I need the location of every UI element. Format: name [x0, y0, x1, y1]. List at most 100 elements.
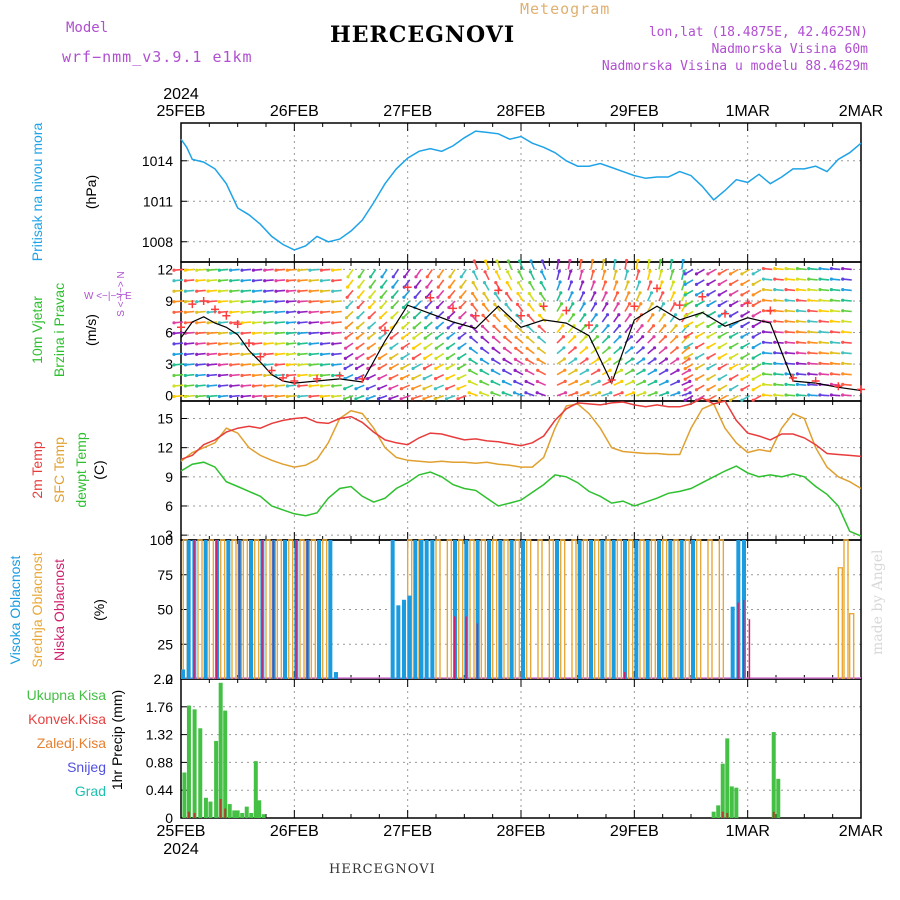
high-cloud-bar	[181, 669, 185, 679]
wind-arrow-head	[217, 310, 221, 314]
wind-arrow-head	[414, 285, 418, 289]
wind-arrow-head	[514, 335, 518, 339]
wind-arrow-head	[740, 314, 744, 318]
wind-arrow-head	[354, 377, 358, 381]
wind-arrow-head	[380, 285, 384, 289]
wind-arrow-head	[411, 387, 415, 391]
wind-arrow-head	[401, 316, 405, 320]
wind-arrow-head	[263, 373, 267, 378]
high-cloud-bar	[487, 540, 491, 679]
wind-arrow-head	[501, 391, 505, 395]
wind-arrow-head	[319, 310, 323, 314]
precip-legend-item: Grad	[75, 783, 106, 799]
pressure-axis-unit: (hPa)	[83, 175, 99, 209]
y-tick-label: 9	[165, 469, 173, 485]
wind-arrow-head	[751, 314, 755, 318]
wind-arrow-head	[773, 372, 777, 376]
wind-arrow-head	[563, 379, 567, 383]
wind-arrow-head	[195, 331, 199, 335]
precip-conv-bar	[721, 811, 724, 818]
wind-arrow-head	[538, 313, 542, 317]
wind-arrow-head	[435, 326, 439, 330]
wind-arrow-head	[717, 377, 721, 381]
precip-legend-item: Zaledj.Kisa	[37, 735, 106, 751]
wind-arrow-head	[818, 340, 822, 344]
wind-arrow-head	[263, 331, 267, 335]
precip-total-bar	[261, 814, 266, 818]
wind-arrow-head	[618, 335, 622, 339]
wind-arrow-head	[195, 394, 199, 399]
wind-arrow-head	[308, 279, 312, 283]
precip-total-bar	[218, 682, 223, 818]
gust-marker	[335, 371, 344, 380]
wind-arrow-head	[625, 258, 629, 263]
wind-arrow-head	[575, 391, 579, 395]
y-tick-label: 1014	[142, 153, 173, 169]
mid-cloud-bar	[650, 539, 657, 679]
wind-arrow-head	[524, 379, 528, 384]
wind-arrow-head	[574, 368, 578, 372]
wind-arrow-head	[652, 335, 656, 339]
wind-arrow-head	[468, 357, 472, 361]
wind-arrow-head	[481, 302, 486, 306]
gust-marker	[857, 385, 865, 394]
precip-total-bar	[725, 738, 730, 818]
high-cloud-bar	[328, 540, 333, 679]
wind-arrow-head	[559, 291, 563, 295]
wind-arrow-head	[433, 397, 437, 401]
wind-arrow-head	[172, 394, 176, 399]
wind-arrow-head	[740, 303, 744, 308]
mid-cloud-bar	[435, 539, 441, 679]
y-tick-label: 0	[165, 671, 173, 687]
mid-cloud-bar	[503, 539, 509, 679]
panel-frame-temperature	[180, 400, 862, 541]
dewpoint-axis-title: dewpt Temp	[73, 432, 89, 507]
wind-arrow-head	[807, 340, 811, 344]
wind-arrow-head	[367, 336, 371, 340]
wind-arrow-head	[297, 342, 301, 346]
wind-arrow-head	[422, 377, 426, 381]
mid-cloud-bar	[684, 539, 691, 679]
wind-arrow-head	[331, 352, 335, 356]
wind-arrow-head	[366, 366, 370, 371]
wind-arrow-head	[319, 321, 323, 325]
wind-arrow-head	[448, 275, 452, 279]
wind-arrow-head	[841, 361, 845, 365]
wind-arrow-head	[537, 335, 541, 339]
wind-arrow-head	[728, 346, 733, 350]
time-label-bottom: 29FEB	[610, 823, 659, 840]
wind-arrow-head	[728, 377, 733, 381]
wind-arrow-head	[591, 258, 595, 263]
gust-marker	[381, 326, 389, 335]
temperature-axis-unit: (C)	[91, 460, 107, 479]
wind-arrow-head	[807, 393, 811, 397]
mid-cloud-bar	[231, 539, 237, 679]
wind-arrow-head	[240, 342, 244, 346]
wind-arrow-head	[263, 279, 267, 283]
wind-arrow-head	[479, 368, 483, 372]
wind-arrow-head	[285, 342, 289, 346]
wind-arrow-head	[640, 324, 644, 328]
mid-cloud-bar	[537, 539, 543, 679]
wind-arrow-head	[619, 346, 623, 350]
y-tick-label: 15	[157, 410, 173, 426]
wind-arrow-head	[807, 361, 811, 365]
wind-arrow-head	[470, 302, 474, 306]
gust-marker	[607, 375, 616, 384]
wind-arrow-head	[706, 356, 710, 360]
wind-arrow-head	[561, 335, 566, 339]
high-cloud-bar	[611, 540, 616, 679]
gust-marker	[279, 373, 287, 382]
wind-arrow-head	[505, 281, 509, 285]
wind-arrow-head	[617, 313, 621, 317]
time-label-bottom: 28FEB	[497, 823, 546, 840]
high-cloud-bar	[464, 540, 469, 679]
wind-arrow-head	[670, 258, 674, 263]
wind-arrow-head	[818, 288, 822, 292]
gust-marker	[188, 300, 197, 309]
wind-arrow-head	[717, 324, 721, 329]
gust-marker	[562, 306, 571, 315]
gust-marker	[834, 382, 843, 391]
wind-arrow-head	[308, 331, 312, 335]
time-label-bottom: 27FEB	[383, 823, 432, 840]
